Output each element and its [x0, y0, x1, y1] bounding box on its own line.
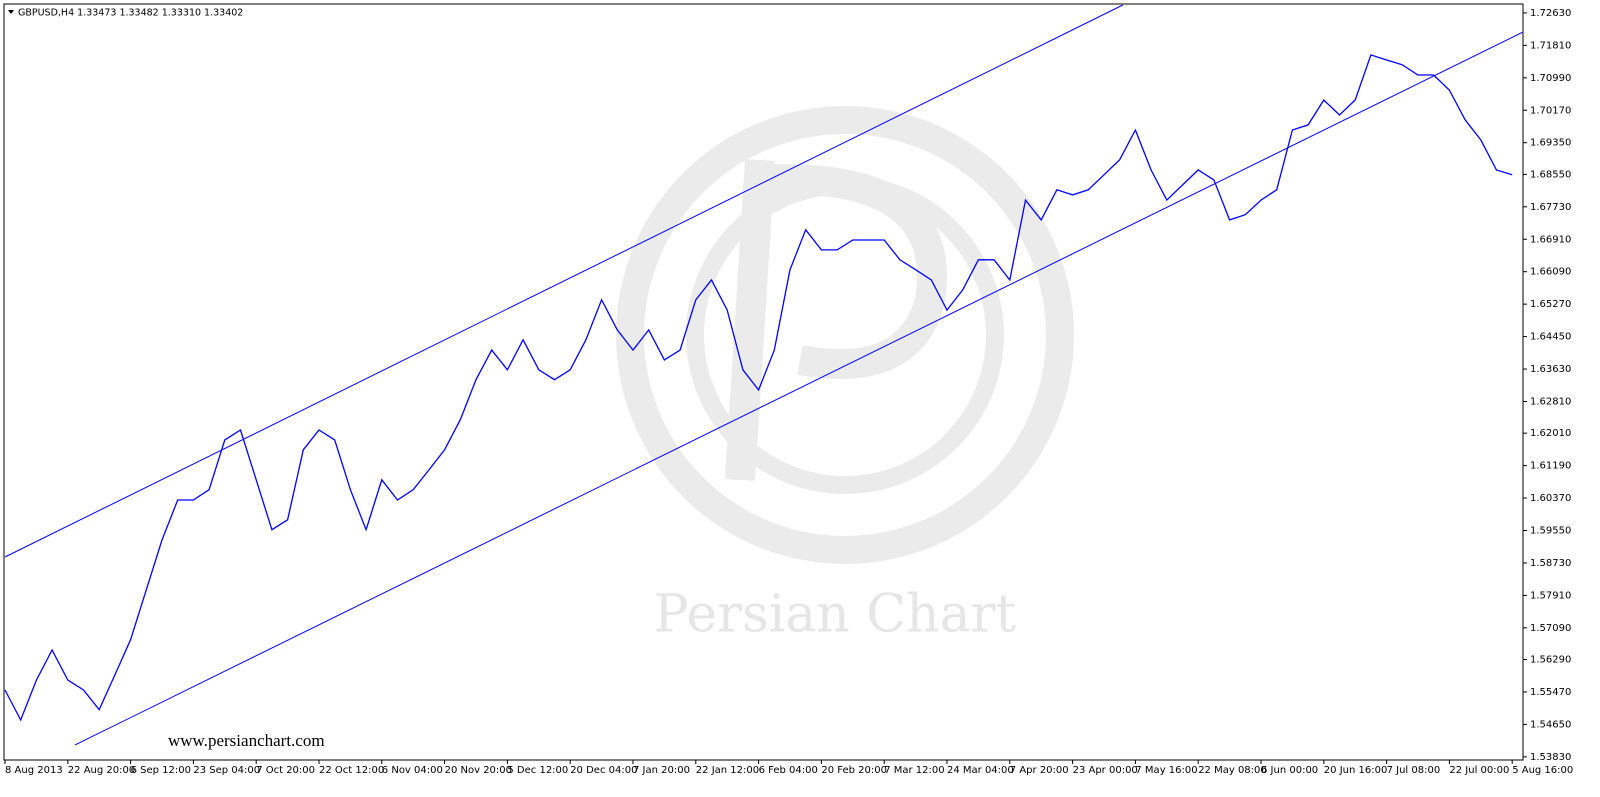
y-tick-label: 1.66910: [1530, 234, 1571, 245]
x-tick-label: 23 Sep 04:00: [193, 765, 260, 776]
plot-frame: [3, 3, 1524, 761]
x-tick-label: 7 Mar 12:00: [884, 765, 944, 776]
x-tick-label: 22 Aug 20:00: [68, 765, 135, 776]
x-tick-label: 6 Nov 04:00: [382, 765, 443, 776]
y-tick-label: 1.66090: [1530, 267, 1571, 278]
trendline: [4, 4, 1124, 558]
y-tick-label: 1.58730: [1530, 558, 1571, 569]
x-tick-label: 24 Mar 04:00: [947, 765, 1014, 776]
x-tick-label: 20 Nov 20:00: [445, 765, 512, 776]
y-tick-label: 1.56290: [1530, 654, 1571, 665]
watermark-text: Persian Chart: [654, 585, 1017, 645]
watermark-logo: [616, 106, 1074, 564]
y-tick-label: 1.57910: [1530, 590, 1571, 601]
y-tick-label: 1.69350: [1530, 138, 1571, 149]
x-tick-label: 7 Jan 20:00: [633, 765, 690, 776]
y-tick-label: 1.60370: [1530, 493, 1571, 504]
y-tick-label: 1.64450: [1530, 332, 1571, 343]
y-tick-label: 1.63630: [1530, 364, 1571, 375]
x-tick-label: 8 Aug 2013: [5, 765, 63, 776]
x-tick-label: 5 Dec 12:00: [507, 765, 568, 776]
y-tick-label: 1.53830: [1530, 752, 1571, 763]
x-tick-label: 22 Oct 12:00: [319, 765, 384, 776]
x-tick-label: 6 Feb 04:00: [759, 765, 818, 776]
y-tick-label: 1.55470: [1530, 687, 1571, 698]
x-tick-label: 7 Jul 08:00: [1387, 765, 1441, 776]
x-tick-label: 5 Aug 16:00: [1512, 765, 1573, 776]
x-tick-label: 22 Jan 12:00: [696, 765, 759, 776]
x-tick-label: 6 Jun 00:00: [1261, 765, 1318, 776]
y-tick-label: 1.71810: [1530, 40, 1571, 51]
website-text: www.persianchart.com: [168, 731, 325, 750]
y-tick-label: 1.62010: [1530, 428, 1571, 439]
x-tick-label: 20 Dec 04:00: [570, 765, 637, 776]
x-tick-label: 22 May 08:00: [1198, 765, 1267, 776]
y-tick-label: 1.62810: [1530, 396, 1571, 407]
y-tick-label: 1.70170: [1530, 105, 1571, 116]
x-tick-label: 23 Apr 00:00: [1073, 765, 1138, 776]
y-tick-label: 1.59550: [1530, 525, 1571, 536]
price-line: [4, 54, 1513, 722]
x-tick-label: 7 Oct 20:00: [256, 765, 315, 776]
trendline: [74, 31, 1524, 746]
x-tick-label: 20 Feb 20:00: [821, 765, 887, 776]
y-tick-label: 1.68550: [1530, 169, 1571, 180]
menu-arrow: [8, 10, 14, 14]
y-tick-label: 1.54650: [1530, 719, 1571, 730]
x-tick-label: 7 May 16:00: [1135, 765, 1197, 776]
y-tick-label: 1.61190: [1530, 461, 1571, 472]
y-tick-label: 1.72630: [1530, 8, 1571, 19]
x-tick-label: 7 Apr 20:00: [1010, 765, 1069, 776]
x-tick-label: 20 Jun 16:00: [1324, 765, 1388, 776]
chart-title: GBPUSD,H4 1.33473 1.33482 1.33310 1.3340…: [18, 8, 243, 19]
y-tick-label: 1.65270: [1530, 299, 1571, 310]
x-tick-label: 22 Jul 00:00: [1449, 765, 1509, 776]
y-tick-label: 1.67730: [1530, 202, 1571, 213]
y-tick-label: 1.70990: [1530, 73, 1571, 84]
x-tick-label: 6 Sep 12:00: [131, 765, 191, 776]
y-tick-label: 1.57090: [1530, 623, 1571, 634]
